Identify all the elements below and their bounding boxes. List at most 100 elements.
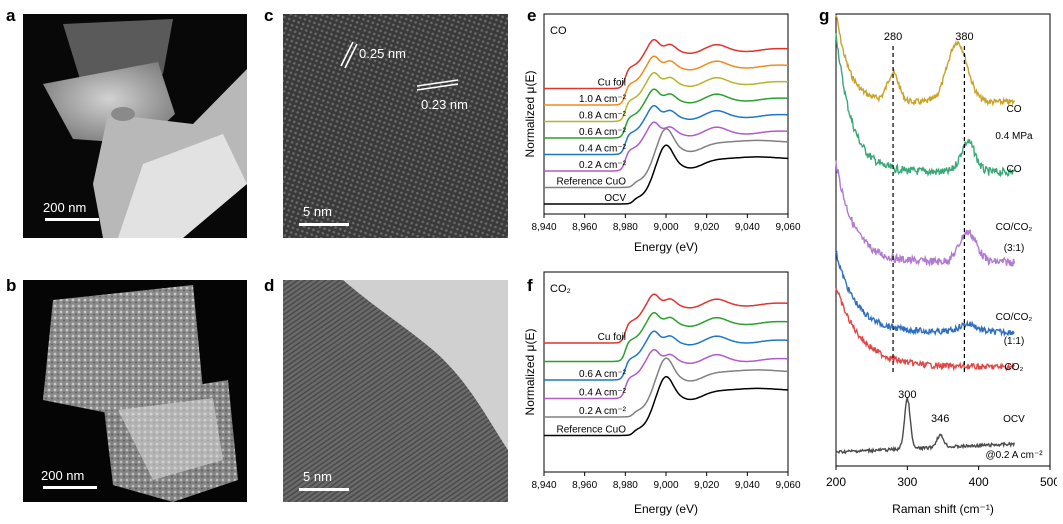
x-tick-label: 9,060	[775, 222, 800, 233]
raman-chart: CO 0.4 MPa CO CO/CO₂ (3:1) CO/CO₂ (1:1) CO₂ OCV 2…	[826, 13, 1057, 516]
xanes-chart-co2: Cu foil 0.6 A cm⁻² 0.4 A cm⁻² 0.2 A cm⁻² Ref…	[523, 271, 801, 516]
panel-label-c: c	[264, 6, 274, 25]
y-axis-label: Normalized μ(E)	[523, 329, 537, 416]
series-line	[544, 71, 788, 123]
panel-label-d: d	[264, 276, 275, 295]
peak-label: 346	[931, 413, 949, 425]
series-line	[835, 32, 1015, 178]
series-label: 0.6 A cm⁻²	[579, 369, 627, 380]
series-line	[544, 38, 788, 90]
scale-bar	[45, 218, 99, 221]
gas-label: CO₂	[550, 283, 571, 295]
series-label: CO	[1007, 164, 1022, 175]
micrograph-d: 5 nm	[283, 280, 508, 502]
peak-label: 300	[898, 389, 916, 401]
micrograph-c-image	[283, 14, 508, 238]
series-line	[544, 55, 788, 106]
series-label: OCV	[1003, 414, 1025, 425]
scale-bar	[43, 486, 97, 489]
scale-bar-label: 200 nm	[43, 200, 87, 215]
x-tick-label: 300	[897, 475, 917, 489]
series-label: CO	[1007, 104, 1022, 115]
series-label: 0.6 A cm⁻²	[579, 127, 627, 138]
series-label: CO/CO₂	[996, 222, 1033, 233]
series-line	[544, 311, 788, 363]
micrograph-a: 200 nm	[23, 14, 247, 238]
x-tick-label: 8,980	[613, 480, 638, 491]
series-label: CO₂	[1005, 362, 1024, 373]
series-line	[544, 104, 788, 156]
series-label: 1.0 A cm⁻²	[579, 94, 627, 105]
series-line	[544, 375, 788, 437]
xanes-chart-co: Cu foil 1.0 A cm⁻² 0.8 A cm⁻² 0.6 A cm⁻² 0.4…	[523, 13, 801, 254]
x-tick-label: 8,960	[572, 480, 597, 491]
x-tick-label: 9,020	[694, 480, 719, 491]
x-tick-label: 8,940	[531, 222, 556, 233]
series-label: 0.2 A cm⁻²	[579, 406, 627, 417]
series-label: Reference CuO	[557, 177, 627, 188]
x-tick-label: 9,040	[735, 480, 760, 491]
series-label: CO/CO₂	[996, 312, 1033, 323]
series-line	[835, 160, 1015, 268]
series-line	[544, 293, 788, 344]
series-line	[544, 330, 788, 381]
x-tick-label: 500	[1040, 475, 1057, 489]
x-tick-label: 9,000	[653, 480, 678, 491]
x-axis-label: Raman shift (cm⁻¹)	[892, 502, 994, 516]
series-label: 0.2 A cm⁻²	[579, 160, 627, 171]
reference-line-label: 380	[955, 31, 973, 43]
micrograph-d-image	[283, 280, 508, 502]
y-axis-label: Normalized μ(E)	[523, 71, 537, 158]
x-tick-label: 8,960	[572, 222, 597, 233]
x-axis-label: Energy (eV)	[634, 502, 698, 516]
series-line	[835, 250, 1015, 338]
plot-frame	[835, 13, 1051, 467]
scale-bar-label: 200 nm	[41, 468, 85, 483]
panel-label-g: g	[819, 6, 830, 25]
series-line	[544, 348, 788, 400]
panel-label-a: a	[6, 6, 16, 25]
x-tick-label: 200	[826, 475, 846, 489]
x-tick-label: 9,040	[735, 222, 760, 233]
series-line	[544, 127, 788, 189]
lattice-spacing-label: 0.25 nm	[359, 46, 406, 61]
series-label: 0.4 A cm⁻²	[579, 388, 627, 399]
series-label: 0.4 A cm⁻²	[579, 144, 627, 155]
series-sublabel: (3:1)	[1004, 243, 1025, 254]
series-line	[835, 14, 1015, 107]
x-tick-label: 8,940	[531, 480, 556, 491]
series-sublabel: (1:1)	[1004, 336, 1025, 347]
series-label: Cu foil	[598, 78, 626, 89]
series-label: 0.8 A cm⁻²	[579, 111, 627, 122]
x-axis-label: Energy (eV)	[634, 240, 698, 254]
series-label: OCV	[604, 193, 626, 204]
x-tick-label: 8,980	[613, 222, 638, 233]
series-sublabel: 0.4 MPa	[995, 131, 1033, 142]
series-label: Cu foil	[598, 332, 626, 343]
lattice-spacing-label: 0.23 nm	[421, 97, 468, 112]
series-line	[544, 121, 788, 172]
x-tick-label: 400	[969, 475, 989, 489]
micrograph-b: 200 nm	[23, 280, 247, 502]
scale-bar	[299, 488, 349, 491]
x-tick-label: 9,020	[694, 222, 719, 233]
scale-bar	[299, 223, 349, 226]
series-line	[835, 288, 1015, 372]
x-tick-label: 9,060	[775, 480, 800, 491]
series-line	[835, 397, 1015, 455]
scale-bar-label: 5 nm	[303, 204, 332, 219]
micrograph-a-image	[43, 19, 247, 238]
series-label: Reference CuO	[557, 425, 627, 436]
series-line	[544, 144, 788, 205]
footnote: @0.2 A cm⁻²	[985, 450, 1043, 461]
micrograph-c: 0.25 nm 0.23 nm 5 nm	[283, 14, 508, 238]
gas-label: CO	[550, 25, 567, 37]
reference-line-label: 280	[884, 31, 902, 43]
micrograph-b-image	[43, 285, 238, 502]
series-line	[544, 357, 788, 418]
panel-label-b: b	[6, 276, 17, 295]
scale-bar-label: 5 nm	[303, 469, 332, 484]
panel-label-f: f	[527, 276, 533, 295]
series-line	[544, 88, 788, 139]
x-tick-label: 9,000	[653, 222, 678, 233]
